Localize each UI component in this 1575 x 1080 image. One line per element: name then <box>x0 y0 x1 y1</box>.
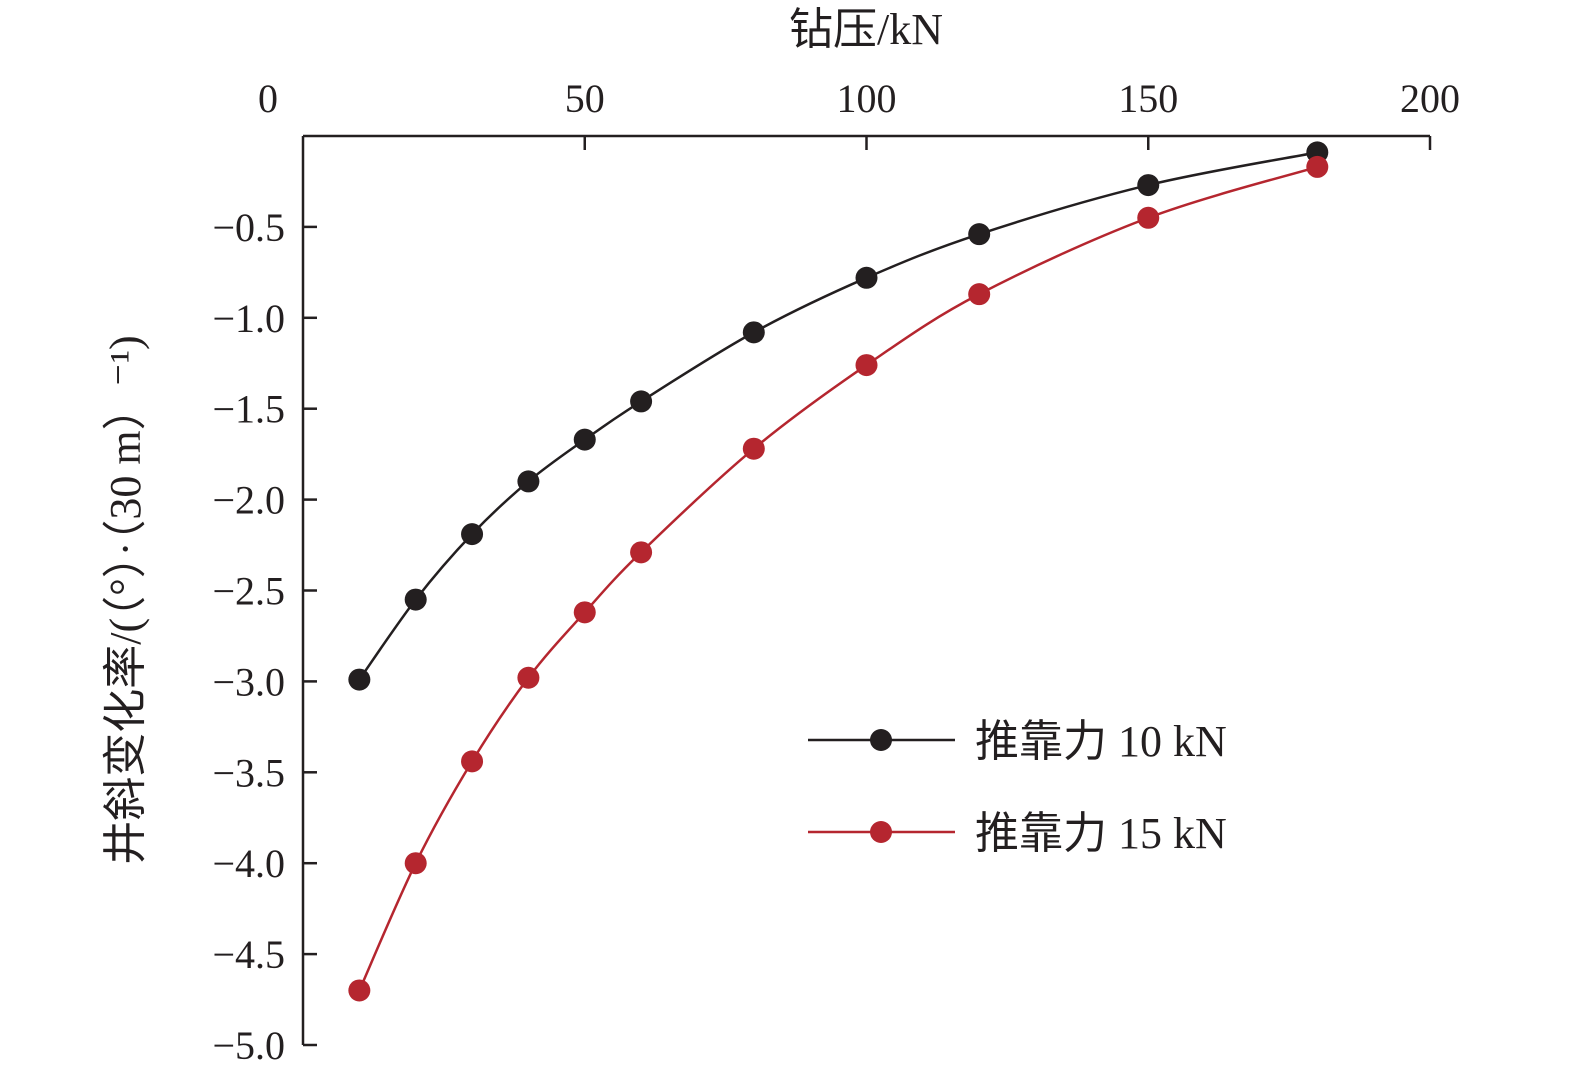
data-point <box>404 588 427 611</box>
legend-item-1: 推靠力 10 kN <box>808 717 1227 766</box>
y-tick-label: −1.5 <box>212 387 285 432</box>
data-point <box>1137 174 1160 197</box>
y-axis-title: 井斜变化率/(（°）·（30 m）⁻¹) <box>101 335 150 864</box>
data-point <box>1137 206 1160 229</box>
data-point <box>855 266 878 289</box>
series-2 <box>348 155 1329 1002</box>
data-point <box>517 470 540 493</box>
legend-item-2: 推靠力 15 kN <box>808 809 1227 858</box>
y-tick-label: −3.5 <box>212 750 285 795</box>
data-point <box>742 321 765 344</box>
y-tick-label: −5.0 <box>212 1023 285 1068</box>
data-point <box>573 601 596 624</box>
x-tick-label: 150 <box>1118 76 1178 121</box>
legend-label: 推靠力 15 kN <box>975 809 1227 858</box>
y-tick-label: −4.5 <box>212 932 285 977</box>
data-point <box>461 750 484 773</box>
data-point <box>630 390 653 413</box>
data-point <box>855 354 878 377</box>
legend-marker <box>870 729 892 751</box>
legend-label: 推靠力 10 kN <box>975 717 1227 766</box>
y-tick-label: −0.5 <box>212 205 285 250</box>
y-tick-label: −2.0 <box>212 478 285 523</box>
legend: 推靠力 10 kN 推靠力 15 kN <box>808 717 1227 858</box>
series-1 <box>348 141 1329 691</box>
data-point <box>404 852 427 875</box>
data-point <box>630 541 653 564</box>
legend-marker <box>870 821 892 843</box>
data-point <box>573 428 596 451</box>
y-tick-label: −4.0 <box>212 841 285 886</box>
y-ticks: −0.5 −1.0 −1.5 −2.0 −2.5 −3.0 −3.5 −4.0 −4.5 −5.0 <box>212 205 317 1068</box>
x-tick-label: 0 <box>258 76 278 121</box>
x-tick-label: 100 <box>837 76 897 121</box>
data-point <box>968 283 991 306</box>
x-ticks: 0 50 100 150 200 <box>258 76 1460 150</box>
x-tick-label: 50 <box>565 76 605 121</box>
y-tick-label: −2.5 <box>212 569 285 614</box>
data-point <box>348 979 371 1002</box>
series-line <box>358 165 1318 991</box>
series-line <box>358 151 1318 681</box>
y-tick-label: −3.0 <box>212 659 285 704</box>
series-layer <box>348 141 1329 1002</box>
y-tick-label: −1.0 <box>212 296 285 341</box>
x-axis-title: 钻压/kN <box>789 5 943 54</box>
data-point <box>1306 155 1329 178</box>
data-point <box>348 668 371 691</box>
data-point <box>461 523 484 546</box>
data-point <box>968 223 991 246</box>
data-point <box>742 437 765 460</box>
x-tick-label: 200 <box>1400 76 1460 121</box>
data-point <box>517 666 540 689</box>
